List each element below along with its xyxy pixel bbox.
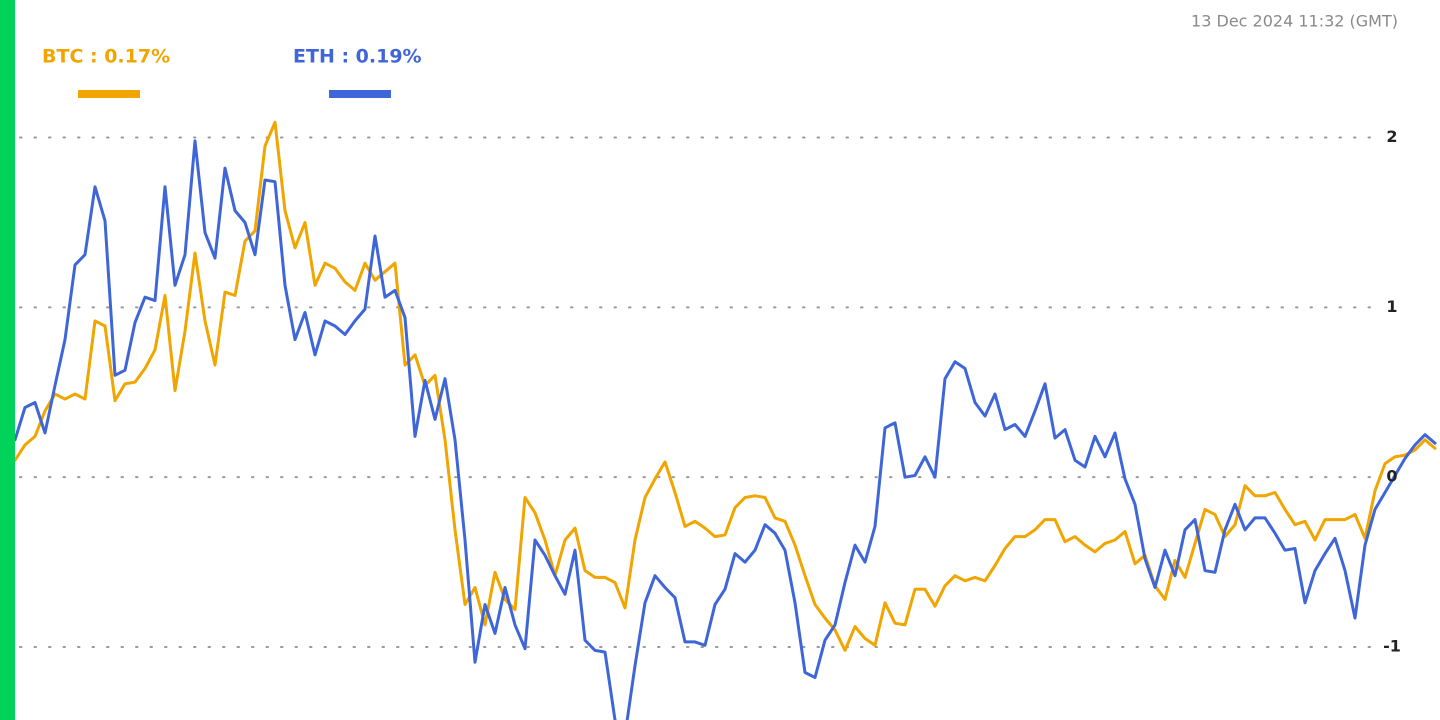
- legend-label: ETH : 0.19%: [293, 46, 422, 68]
- series-line: [15, 139, 1437, 720]
- lines: [15, 120, 1437, 720]
- legend-label: BTC : 0.17%: [42, 46, 170, 68]
- y-tick-label: 2: [1386, 127, 1397, 146]
- timestamp: 13 Dec 2024 11:32 (GMT): [1191, 12, 1398, 31]
- y-tick-label: 1: [1386, 297, 1397, 316]
- legend-swatch: [78, 90, 140, 98]
- labels: 2 1 0 -1 BTC : 0.17% ETH : 0.19%: [42, 46, 1401, 656]
- legend-swatch: [329, 90, 391, 98]
- y-tick-label: 0: [1386, 467, 1397, 486]
- series-line: [15, 120, 1437, 652]
- accent-bar: [0, 0, 15, 720]
- y-tick-label: -1: [1383, 636, 1401, 655]
